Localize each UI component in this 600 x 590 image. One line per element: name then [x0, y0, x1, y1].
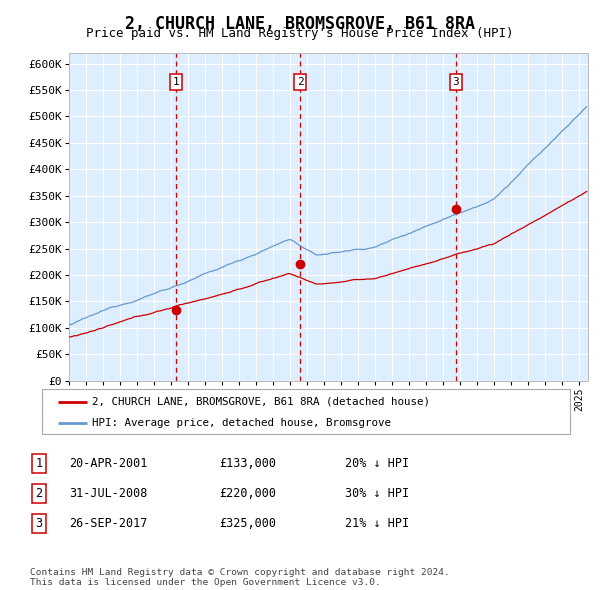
- Text: 2, CHURCH LANE, BROMSGROVE, B61 8RA: 2, CHURCH LANE, BROMSGROVE, B61 8RA: [125, 15, 475, 33]
- Text: 2: 2: [297, 77, 304, 87]
- Text: 1: 1: [35, 457, 43, 470]
- Text: 26-SEP-2017: 26-SEP-2017: [69, 517, 148, 530]
- Text: £325,000: £325,000: [219, 517, 276, 530]
- Text: 2, CHURCH LANE, BROMSGROVE, B61 8RA (detached house): 2, CHURCH LANE, BROMSGROVE, B61 8RA (det…: [92, 397, 430, 407]
- Text: 31-JUL-2008: 31-JUL-2008: [69, 487, 148, 500]
- Text: HPI: Average price, detached house, Bromsgrove: HPI: Average price, detached house, Brom…: [92, 418, 391, 428]
- Text: 21% ↓ HPI: 21% ↓ HPI: [345, 517, 409, 530]
- Text: £133,000: £133,000: [219, 457, 276, 470]
- Text: 20% ↓ HPI: 20% ↓ HPI: [345, 457, 409, 470]
- Text: Contains HM Land Registry data © Crown copyright and database right 2024.
This d: Contains HM Land Registry data © Crown c…: [30, 568, 450, 587]
- Text: 3: 3: [35, 517, 43, 530]
- Text: £220,000: £220,000: [219, 487, 276, 500]
- Text: 30% ↓ HPI: 30% ↓ HPI: [345, 487, 409, 500]
- Text: 3: 3: [452, 77, 459, 87]
- Text: Price paid vs. HM Land Registry's House Price Index (HPI): Price paid vs. HM Land Registry's House …: [86, 27, 514, 40]
- Text: 1: 1: [173, 77, 179, 87]
- Text: 2: 2: [35, 487, 43, 500]
- Text: 20-APR-2001: 20-APR-2001: [69, 457, 148, 470]
